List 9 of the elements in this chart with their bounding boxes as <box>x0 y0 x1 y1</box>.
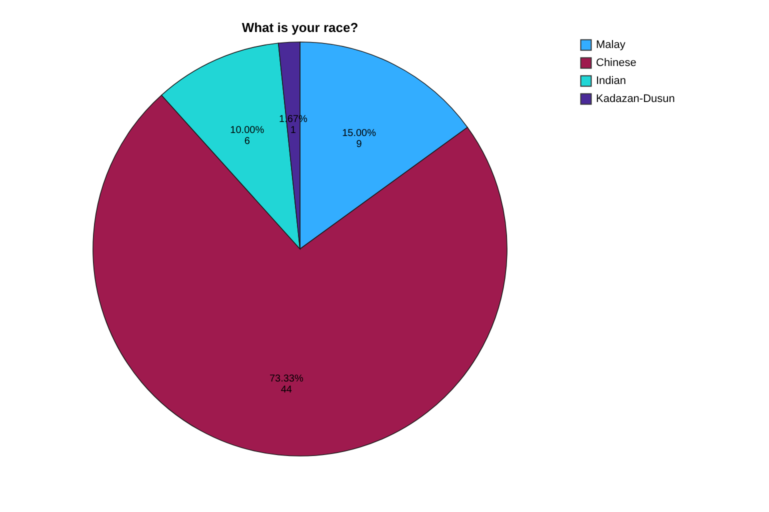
data-label: 10.00% 6 <box>230 125 264 148</box>
data-label: 73.33% 44 <box>269 373 304 396</box>
legend-label: Malay <box>596 39 626 51</box>
legend-label: Indian <box>596 75 626 87</box>
data-label: 1.67% 1 <box>279 114 308 136</box>
legend-label: Chinese <box>596 57 636 69</box>
legend-label: Kadazan-Dusun <box>596 93 675 105</box>
chart-title: What is your race? <box>242 20 358 35</box>
data-label: 15.00% 9 <box>342 128 376 150</box>
